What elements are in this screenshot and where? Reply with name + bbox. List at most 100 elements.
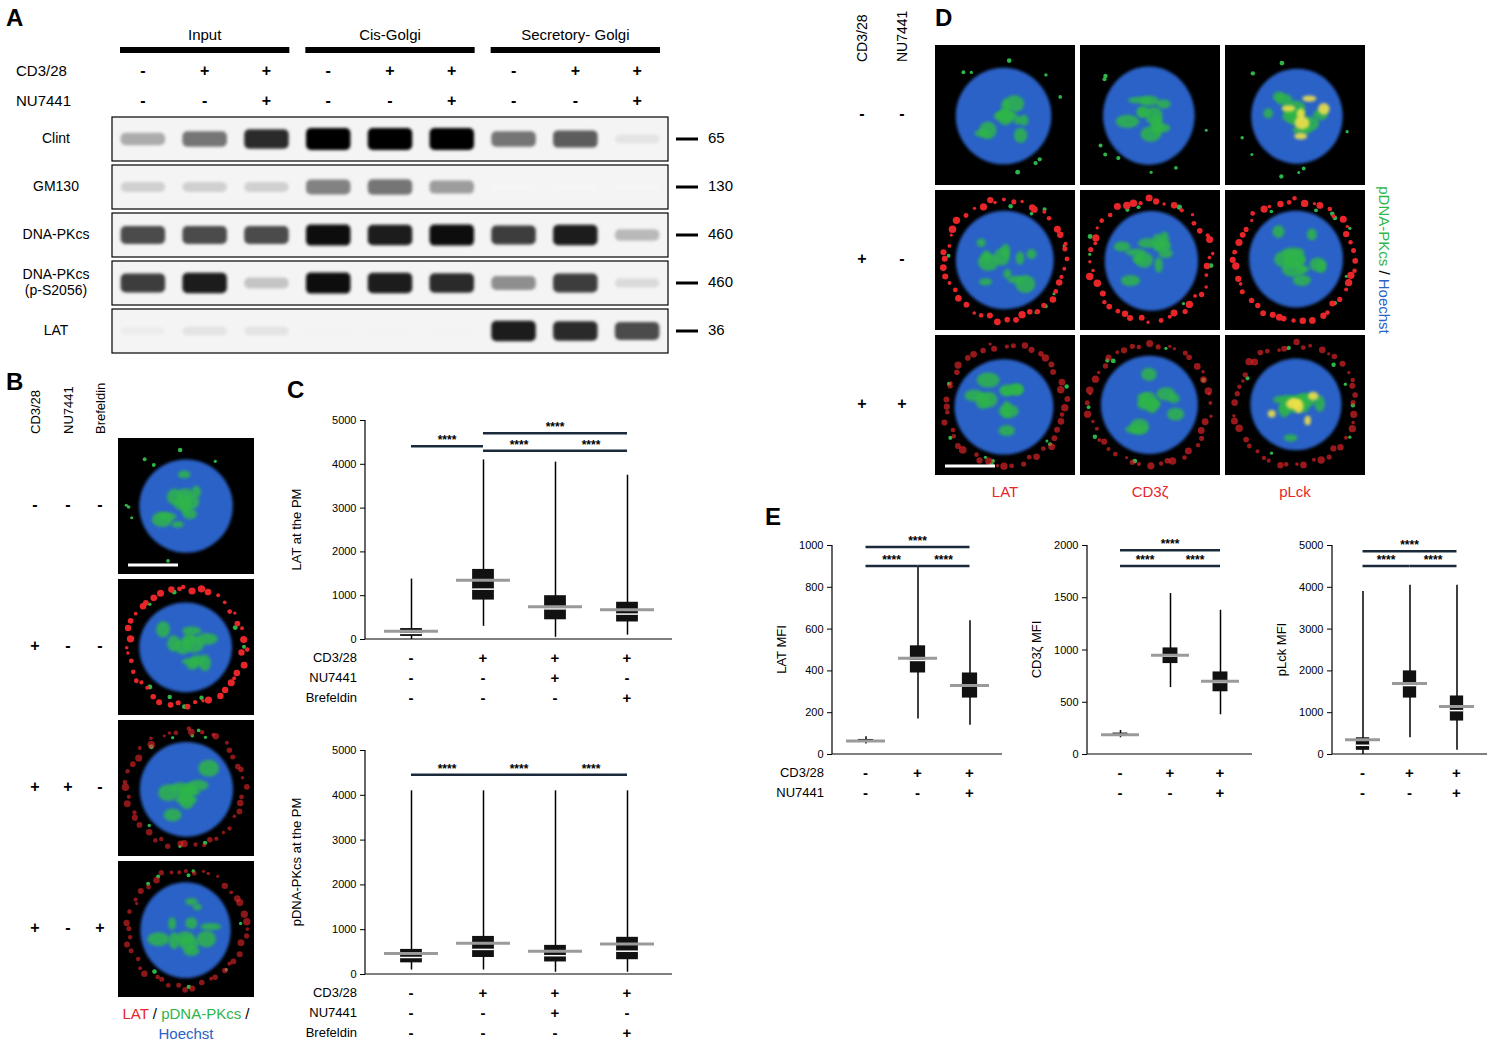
svg-text:Cis-Golgi: Cis-Golgi <box>359 26 421 43</box>
svg-text:****: **** <box>1136 553 1155 567</box>
svg-text:1500: 1500 <box>1054 591 1078 603</box>
svg-text:****: **** <box>1400 538 1419 552</box>
svg-text:+: + <box>632 62 641 79</box>
svg-text:CD3ζ MFI: CD3ζ MFI <box>1029 621 1044 679</box>
svg-text:pDNA-PKcs / Hoechst: pDNA-PKcs / Hoechst <box>1376 186 1393 334</box>
svg-text:NU7441: NU7441 <box>61 386 76 434</box>
svg-text:+: + <box>1216 764 1225 781</box>
svg-text:****: **** <box>510 438 529 452</box>
svg-text:****: **** <box>438 433 457 447</box>
svg-text:+: + <box>897 395 906 412</box>
svg-text:5000: 5000 <box>332 414 356 426</box>
svg-text:-: - <box>1360 784 1365 801</box>
svg-text:36: 36 <box>708 321 725 338</box>
svg-text:2000: 2000 <box>332 545 356 557</box>
svg-text:LAT / pDNA-PKcs /: LAT / pDNA-PKcs / <box>122 1005 250 1022</box>
svg-text:GM130: GM130 <box>33 178 79 194</box>
svg-text:+: + <box>95 919 104 936</box>
svg-text:****: **** <box>546 420 565 434</box>
svg-text:2000: 2000 <box>1299 664 1323 676</box>
svg-text:-: - <box>409 984 414 1001</box>
svg-text:CD3/28: CD3/28 <box>780 765 824 780</box>
svg-text:460: 460 <box>708 273 733 290</box>
svg-text:-: - <box>625 669 630 686</box>
svg-text:+: + <box>30 778 39 795</box>
svg-text:0: 0 <box>350 633 356 645</box>
svg-text:Input: Input <box>188 26 222 43</box>
svg-text:-: - <box>409 669 414 686</box>
svg-text:CD3/28: CD3/28 <box>854 14 870 62</box>
svg-text:460: 460 <box>708 225 733 242</box>
svg-text:pLck MFI: pLck MFI <box>1274 623 1289 676</box>
svg-text:1000: 1000 <box>799 539 823 551</box>
svg-text:2000: 2000 <box>332 878 356 890</box>
svg-text:-: - <box>1360 764 1365 781</box>
svg-text:-: - <box>1407 784 1412 801</box>
svg-text:-: - <box>65 919 70 936</box>
svg-text:500: 500 <box>1060 696 1078 708</box>
svg-text:****: **** <box>438 762 457 776</box>
svg-text:-: - <box>863 764 868 781</box>
svg-text:65: 65 <box>708 129 725 146</box>
svg-text:400: 400 <box>805 664 823 676</box>
svg-text:0: 0 <box>1317 748 1323 760</box>
svg-text:+: + <box>1405 764 1414 781</box>
svg-text:Hoechst: Hoechst <box>158 1025 214 1042</box>
svg-text:Secretory- Golgi: Secretory- Golgi <box>521 26 629 43</box>
svg-text:CD3/28: CD3/28 <box>28 390 43 434</box>
svg-text:****: **** <box>1424 553 1443 567</box>
svg-text:-: - <box>625 1004 630 1021</box>
svg-text:-: - <box>387 92 392 109</box>
svg-text:+: + <box>1216 784 1225 801</box>
svg-text:Brefeldin: Brefeldin <box>93 383 108 434</box>
svg-text:+: + <box>857 250 866 267</box>
svg-text:3000: 3000 <box>332 834 356 846</box>
svg-text:****: **** <box>582 762 601 776</box>
svg-text:-: - <box>140 62 145 79</box>
svg-text:1000: 1000 <box>1299 706 1323 718</box>
svg-text:-: - <box>899 105 904 122</box>
svg-text:****: **** <box>582 438 601 452</box>
svg-text:3000: 3000 <box>1299 623 1323 635</box>
svg-text:+: + <box>30 919 39 936</box>
svg-text:+: + <box>965 784 974 801</box>
svg-text:-: - <box>481 669 486 686</box>
svg-text:+: + <box>913 764 922 781</box>
svg-text:600: 600 <box>805 623 823 635</box>
svg-text:4000: 4000 <box>1299 581 1323 593</box>
svg-text:CD3/28: CD3/28 <box>16 62 67 79</box>
svg-text:****: **** <box>510 762 529 776</box>
svg-text:+: + <box>857 395 866 412</box>
svg-text:+: + <box>479 984 488 1001</box>
svg-text:4000: 4000 <box>332 458 356 470</box>
svg-text:200: 200 <box>805 706 823 718</box>
svg-text:****: **** <box>908 534 927 548</box>
svg-text:-: - <box>202 92 207 109</box>
svg-text:+: + <box>551 669 560 686</box>
svg-text:+: + <box>63 778 72 795</box>
svg-text:-: - <box>409 689 414 706</box>
svg-text:DNA-PKcs: DNA-PKcs <box>23 226 90 242</box>
svg-text:+: + <box>571 62 580 79</box>
svg-text:0: 0 <box>350 968 356 980</box>
svg-text:-: - <box>553 689 558 706</box>
svg-text:-: - <box>326 62 331 79</box>
svg-text:DNA-PKcs: DNA-PKcs <box>23 266 90 282</box>
svg-text:-: - <box>899 250 904 267</box>
svg-text:-: - <box>553 1024 558 1041</box>
svg-text:+: + <box>447 92 456 109</box>
svg-text:+: + <box>200 62 209 79</box>
svg-text:****: **** <box>1161 537 1180 551</box>
svg-text:-: - <box>573 92 578 109</box>
svg-text:+: + <box>551 649 560 666</box>
svg-text:-: - <box>97 496 102 513</box>
svg-text:CD3/28: CD3/28 <box>313 985 357 1000</box>
svg-text:-: - <box>65 496 70 513</box>
svg-text:-: - <box>97 778 102 795</box>
svg-text:-: - <box>481 1004 486 1021</box>
svg-text:-: - <box>481 1024 486 1041</box>
svg-text:+: + <box>1452 784 1461 801</box>
svg-text:-: - <box>1168 784 1173 801</box>
svg-text:CD3/28: CD3/28 <box>313 650 357 665</box>
svg-text:+: + <box>632 92 641 109</box>
